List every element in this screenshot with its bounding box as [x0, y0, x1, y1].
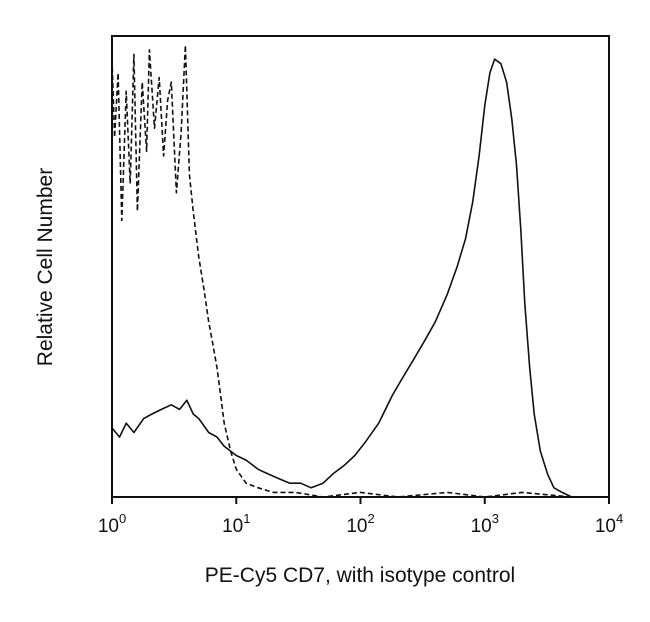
- x-tick-label-exponent: 1: [243, 511, 250, 526]
- x-tick-label: 102: [346, 511, 374, 537]
- cd7-histogram-line: [111, 58, 582, 498]
- x-tick-label-base: 10: [222, 516, 243, 537]
- x-tick-label-base: 10: [595, 516, 616, 537]
- x-tick-layer: 100 101 102 103 104: [98, 497, 623, 537]
- x-tick-label-exponent: 4: [616, 511, 623, 526]
- x-tick-label-exponent: 2: [367, 511, 374, 526]
- x-axis-label: PE-Cy5 CD7, with isotype control: [205, 564, 515, 587]
- x-tick-label-base: 10: [471, 516, 492, 537]
- x-tick-label: 104: [595, 511, 623, 537]
- x-tick-label-exponent: 0: [119, 511, 126, 526]
- y-axis-label: Relative Cell Number: [34, 168, 57, 366]
- x-tick-label: 103: [471, 511, 499, 537]
- x-tick-label-base: 10: [346, 516, 367, 537]
- isotype-control-histogram-line: [111, 44, 572, 498]
- series-layer: [111, 44, 582, 498]
- x-tick-label: 101: [222, 511, 250, 537]
- x-tick-label-exponent: 3: [492, 511, 499, 526]
- x-tick-label-base: 10: [98, 516, 119, 537]
- x-tick-label: 100: [98, 511, 126, 537]
